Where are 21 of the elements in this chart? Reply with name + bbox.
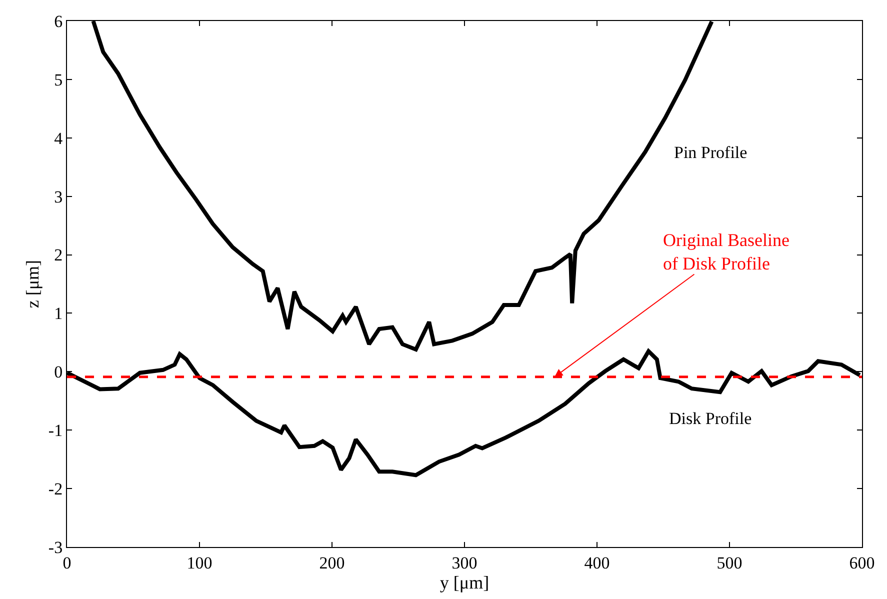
x-tick-label: 500 — [716, 553, 742, 572]
x-axis-title: y [μm] — [440, 572, 490, 592]
y-tick-label: -3 — [48, 538, 63, 557]
y-tick-label: 1 — [54, 304, 63, 324]
y-tick-label: 3 — [54, 187, 63, 206]
annotation: Pin Profile — [674, 143, 748, 162]
x-tick-label: 600 — [849, 553, 875, 572]
y-tick-label: -1 — [48, 421, 63, 440]
x-tick-label: 300 — [452, 553, 478, 572]
annotation: Original Baseline of Disk Profile — [663, 230, 790, 274]
y-tick-label: 0 — [54, 362, 63, 382]
y-tick-label: 2 — [54, 246, 63, 265]
x-tick-label: 200 — [319, 553, 345, 572]
x-tick-label: 100 — [186, 553, 212, 572]
y-tick-label: -2 — [48, 480, 63, 499]
annotation: Disk Profile — [669, 409, 752, 428]
y-tick-label: 4 — [54, 128, 64, 148]
y-tick-label: 5 — [54, 70, 63, 90]
y-tick-label: 6 — [54, 12, 63, 31]
x-tick-label: 400 — [584, 553, 610, 572]
y-axis-title: z [μm] — [22, 260, 43, 308]
